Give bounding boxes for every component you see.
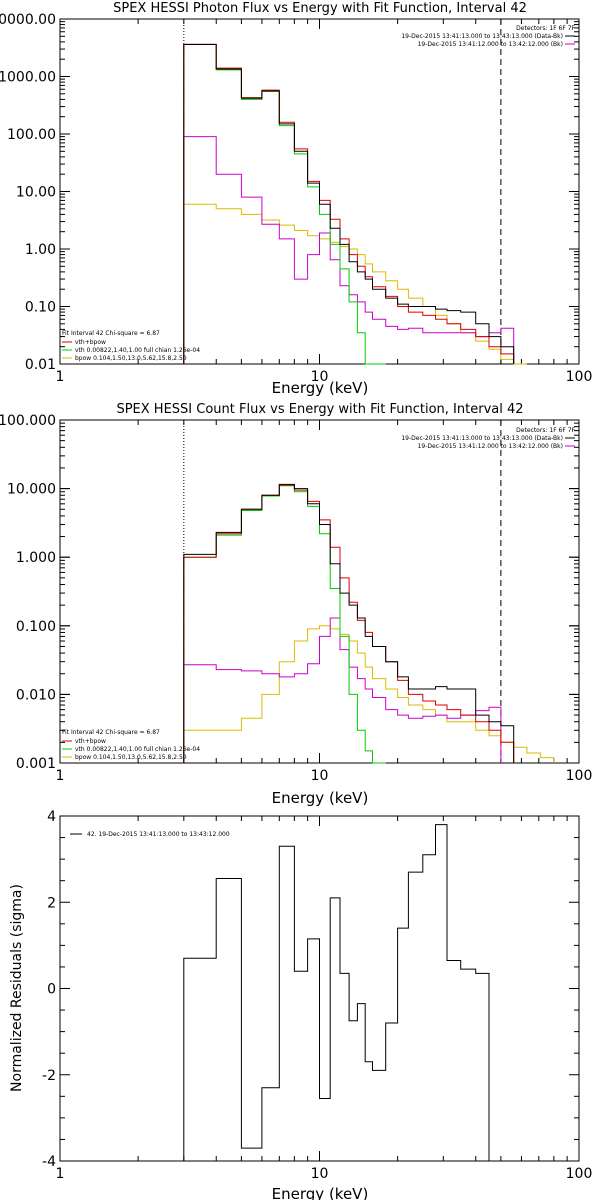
legend-vth: vth 0.00822,1.40,1.00 full chian 1.26e-0… bbox=[75, 746, 200, 753]
x-tick-label: 10 bbox=[311, 768, 329, 784]
x-tick-label: 100 bbox=[566, 1166, 593, 1182]
photon-flux-panel: SPEX HESSI Photon Flux vs Energy with Fi… bbox=[0, 1, 592, 397]
x-axis-label: Energy (keV) bbox=[272, 379, 369, 397]
y-tick-label: 4 bbox=[47, 809, 56, 825]
series-bpow bbox=[183, 625, 555, 763]
x-tick-label: 100 bbox=[566, 768, 593, 784]
legend-vth: vth 0.00822,1.40,1.00 full chian 1.26e-0… bbox=[75, 347, 200, 354]
legend-bpow: bpow 0.104,1.50,13.0,5.62,15.8,2.50 bbox=[75, 355, 187, 362]
x-tick-label: 10 bbox=[311, 1166, 329, 1182]
y-tick-label: 0000.00 bbox=[0, 12, 56, 28]
y-tick-label: 0.100 bbox=[16, 619, 56, 635]
y-tick-label: 10.00 bbox=[16, 185, 56, 201]
x-tick-label: 1 bbox=[56, 768, 65, 784]
y-tick-label: 10.000 bbox=[7, 482, 56, 498]
x-tick-label: 100 bbox=[566, 369, 593, 385]
y-tick-label: 0.001 bbox=[16, 756, 56, 772]
legend-fit-header: Fit Interval 42 Chi-square = 6.87 bbox=[62, 330, 160, 337]
y-tick-label: 0.10 bbox=[25, 300, 56, 316]
y-tick-label: 1.000 bbox=[16, 550, 56, 566]
y-tick-label: 2 bbox=[47, 895, 56, 911]
legend-sum: vth+bpow bbox=[75, 738, 106, 745]
y-tick-label: 100.000 bbox=[0, 413, 56, 429]
legend-sum: vth+bpow bbox=[75, 339, 106, 346]
x-tick-label: 10 bbox=[311, 369, 329, 385]
y-tick-label: 0 bbox=[47, 982, 56, 998]
series-data-bk bbox=[183, 44, 515, 364]
panel-title: SPEX HESSI Count Flux vs Energy with Fit… bbox=[116, 402, 523, 417]
x-axis-label: Energy (keV) bbox=[272, 789, 369, 807]
legend-bk-interval: 19-Dec-2015 13:41:12.000 to 13:42:12.000… bbox=[418, 41, 563, 48]
legend-interval: 42. 19-Dec-2015 13:41:13.000 to 13:43:12… bbox=[87, 831, 230, 838]
y-tick-label: 100.00 bbox=[7, 127, 56, 143]
legend-bk-interval: 19-Dec-2015 13:41:12.000 to 13:42:12.000… bbox=[418, 443, 563, 450]
count-flux-panel: SPEX HESSI Count Flux vs Energy with Fit… bbox=[0, 402, 592, 807]
series-data-bk bbox=[183, 483, 515, 763]
legend-data-interval: 19-Dec-2015 13:41:13.000 to 13:43:13.000… bbox=[401, 33, 563, 40]
y-tick-label: 0.010 bbox=[16, 687, 56, 703]
legend-detectors: Detectors: 1F 6F 7F bbox=[516, 25, 575, 32]
y-tick-label: -2 bbox=[42, 1068, 56, 1084]
y-tick-label: 1.00 bbox=[25, 242, 56, 258]
y-tick-label: -4 bbox=[42, 1154, 56, 1170]
y-axis-label: Normalized Residuals (sigma) bbox=[9, 884, 25, 1092]
residuals-panel: Energy (keV) Normalized Residuals (sigma… bbox=[9, 809, 592, 1200]
series-vth bbox=[183, 485, 386, 764]
series-vth-bpow bbox=[183, 43, 515, 364]
x-axis-label: Energy (keV) bbox=[272, 1185, 369, 1200]
x-tick-label: 1 bbox=[56, 1166, 65, 1182]
y-tick-label: 0.01 bbox=[25, 357, 56, 373]
panel-title: SPEX HESSI Photon Flux vs Energy with Fi… bbox=[113, 1, 527, 16]
y-tick-label: 1000.00 bbox=[0, 70, 56, 86]
series-bpow bbox=[183, 203, 527, 365]
series-bk bbox=[183, 617, 502, 763]
legend-fit-header: Fit Interval 42 Chi-square = 6.87 bbox=[62, 729, 160, 736]
legend-detectors: Detectors: 1F 6F 7F bbox=[516, 427, 575, 434]
x-tick-label: 1 bbox=[56, 369, 65, 385]
legend-data-interval: 19-Dec-2015 13:41:13.000 to 13:43:13.000… bbox=[401, 435, 563, 442]
legend-bpow: bpow 0.104,1.50,13.0,5.62,15.8,2.50 bbox=[75, 754, 187, 761]
series-residuals bbox=[183, 824, 490, 1161]
